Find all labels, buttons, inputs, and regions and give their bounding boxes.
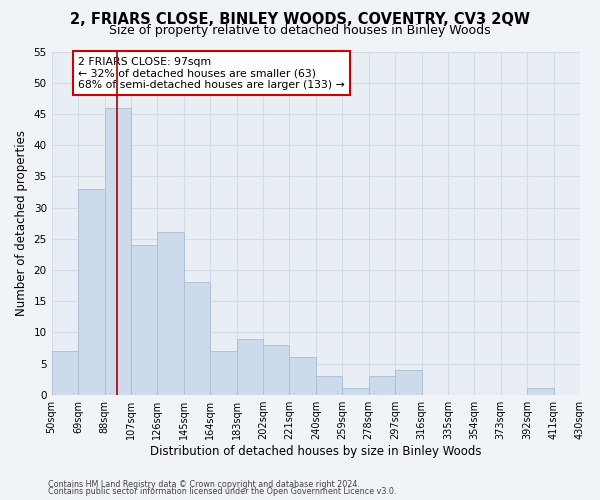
Text: 2 FRIARS CLOSE: 97sqm
← 32% of detached houses are smaller (63)
68% of semi-deta: 2 FRIARS CLOSE: 97sqm ← 32% of detached … xyxy=(78,56,345,90)
Text: 2, FRIARS CLOSE, BINLEY WOODS, COVENTRY, CV3 2QW: 2, FRIARS CLOSE, BINLEY WOODS, COVENTRY,… xyxy=(70,12,530,28)
Bar xyxy=(236,338,263,394)
Bar xyxy=(395,370,422,394)
Bar xyxy=(289,358,316,395)
Y-axis label: Number of detached properties: Number of detached properties xyxy=(15,130,28,316)
Text: Contains public sector information licensed under the Open Government Licence v3: Contains public sector information licen… xyxy=(48,488,397,496)
Bar xyxy=(527,388,554,394)
Bar xyxy=(131,245,157,394)
Bar xyxy=(263,345,289,395)
Text: Contains HM Land Registry data © Crown copyright and database right 2024.: Contains HM Land Registry data © Crown c… xyxy=(48,480,360,489)
Bar xyxy=(104,108,131,395)
Text: Size of property relative to detached houses in Binley Woods: Size of property relative to detached ho… xyxy=(109,24,491,37)
Bar xyxy=(184,282,210,395)
Bar xyxy=(52,351,78,395)
Bar xyxy=(210,351,236,395)
Bar xyxy=(342,388,368,394)
Bar xyxy=(157,232,184,394)
Bar xyxy=(316,376,342,394)
X-axis label: Distribution of detached houses by size in Binley Woods: Distribution of detached houses by size … xyxy=(150,444,482,458)
Bar xyxy=(368,376,395,394)
Bar xyxy=(78,189,104,394)
